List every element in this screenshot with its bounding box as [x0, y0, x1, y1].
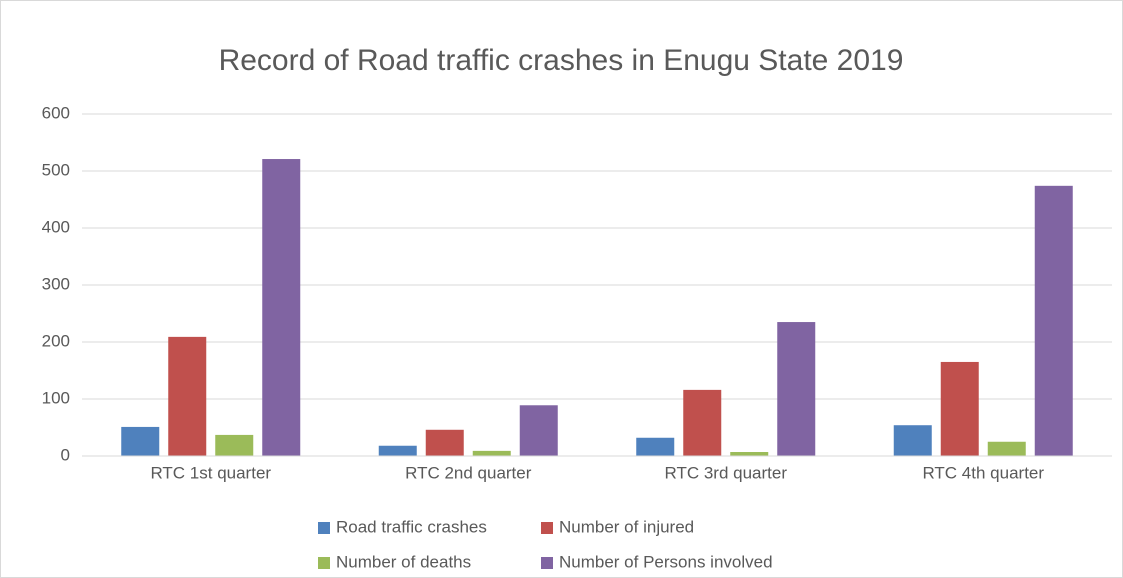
bar	[987, 441, 1026, 456]
y-tick-label: 100	[42, 388, 70, 407]
y-tick-label: 400	[42, 217, 70, 236]
bar	[121, 426, 160, 456]
bar	[730, 452, 769, 456]
legend-swatch	[541, 557, 553, 569]
y-tick-label: 500	[42, 160, 70, 179]
bar	[683, 389, 722, 456]
y-tick-label: 0	[61, 445, 70, 464]
x-tick-label: RTC 2nd quarter	[405, 463, 532, 482]
bar	[893, 425, 932, 456]
x-tick-label: RTC 1st quarter	[150, 463, 271, 482]
y-tick-label: 200	[42, 331, 70, 350]
chart-title: Record of Road traffic crashes in Enugu …	[219, 44, 904, 77]
x-tick-label: RTC 4th quarter	[922, 463, 1044, 482]
legend-label: Road traffic crashes	[336, 517, 487, 536]
y-tick-label: 300	[42, 274, 70, 293]
legend-label: Number of injured	[559, 517, 694, 536]
x-tick-label: RTC 3rd quarter	[664, 463, 787, 482]
bar	[378, 445, 417, 456]
bar	[425, 429, 464, 456]
bar	[1034, 185, 1073, 456]
legend-swatch	[541, 522, 553, 534]
bar	[940, 361, 979, 456]
bar	[472, 450, 511, 456]
bar	[777, 322, 816, 456]
legend-label: Number of Persons involved	[559, 552, 773, 571]
bar	[519, 405, 558, 456]
y-tick-label: 600	[42, 103, 70, 122]
bar	[215, 434, 254, 456]
legend-swatch	[318, 557, 330, 569]
bar	[636, 437, 675, 456]
legend-label: Number of deaths	[336, 552, 471, 571]
bar	[168, 336, 207, 456]
bar	[262, 159, 301, 456]
legend-swatch	[318, 522, 330, 534]
